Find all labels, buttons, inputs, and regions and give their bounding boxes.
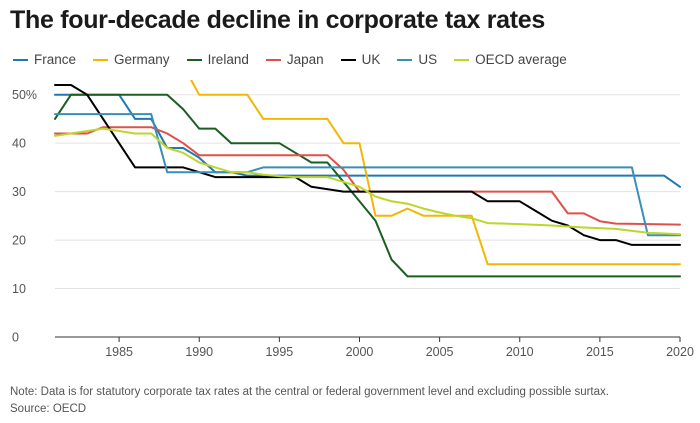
- x-tick-label: 1990: [185, 345, 213, 359]
- series-line-japan: [54, 126, 681, 226]
- legend-label: Germany: [114, 52, 170, 67]
- chart-title: The four-decade decline in corporate tax…: [10, 6, 545, 34]
- legend-swatch: [186, 58, 202, 61]
- series-line-us: [54, 113, 681, 237]
- series-line-ireland: [54, 93, 681, 278]
- legend-swatch: [397, 58, 413, 61]
- x-tick-label: 2015: [586, 345, 614, 359]
- series-line-france: [54, 93, 681, 188]
- x-tick-label: 2010: [506, 345, 534, 359]
- legend-swatch: [13, 58, 28, 61]
- legend-item-uk: UK: [340, 52, 381, 67]
- legend-label: France: [34, 52, 77, 67]
- chart-note: Note: Data is for statutory corporate ta…: [10, 386, 609, 398]
- series-line-uk: [54, 84, 681, 246]
- legend-swatch: [454, 58, 470, 61]
- legend-label: US: [418, 52, 438, 67]
- x-tick-label: 2000: [346, 345, 374, 359]
- legend-item-japan: Japan: [265, 52, 324, 67]
- y-tick-label: 40: [12, 137, 26, 151]
- legend-item-france: France: [13, 52, 76, 67]
- y-tick-label: 50%: [12, 88, 37, 102]
- y-tick-label: 10: [12, 282, 26, 296]
- legend-label: UK: [361, 52, 381, 67]
- series-line-oecd-average: [54, 127, 681, 236]
- legend-item-oecd-average: OECD average: [454, 52, 567, 67]
- legend-swatch: [340, 58, 356, 61]
- y-tick-label: 30: [12, 185, 26, 199]
- chart-legend: France Germany Ireland Japan UK US OECD averag…: [13, 52, 584, 67]
- legend-label: OECD average: [475, 52, 567, 67]
- legend-label: Japan: [286, 52, 324, 67]
- x-tick-label: 1995: [265, 345, 293, 359]
- legend-item-germany: Germany: [93, 52, 170, 67]
- chart-source: Source: OECD: [10, 403, 87, 415]
- legend-swatch: [93, 58, 109, 61]
- y-tick-label: 0: [12, 331, 19, 345]
- legend-label: Ireland: [207, 52, 249, 67]
- x-tick-label: 1985: [105, 345, 133, 359]
- y-tick-label: 20: [12, 234, 26, 248]
- x-tick-label: 2005: [426, 345, 454, 359]
- legend-item-ireland: Ireland: [186, 52, 249, 67]
- line-chart: 0 10 20 30 40 50% 1985 1990 1995 2000 2005 2010 2015…: [12, 80, 694, 359]
- legend-swatch: [265, 58, 281, 61]
- legend-item-us: US: [397, 52, 437, 67]
- x-tick-label: 2020: [666, 345, 694, 359]
